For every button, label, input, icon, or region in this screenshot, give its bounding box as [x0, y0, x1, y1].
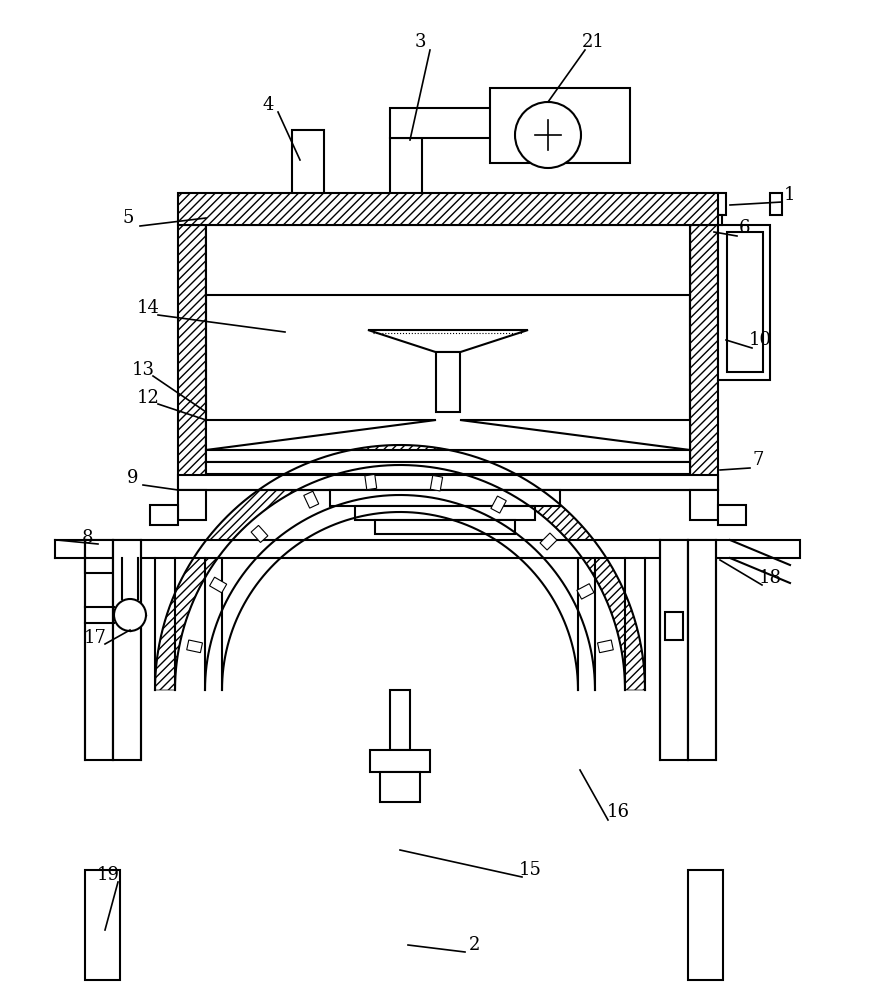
Bar [390, 108, 560, 138]
Polygon shape [431, 475, 443, 491]
Bar [375, 520, 515, 534]
Polygon shape [368, 330, 528, 352]
Bar [178, 475, 718, 490]
Bar [690, 490, 718, 520]
Bar [390, 690, 410, 750]
Bar [178, 225, 206, 490]
Text: 18: 18 [758, 569, 781, 587]
Bar [770, 193, 782, 215]
Polygon shape [365, 474, 377, 490]
Bar [355, 506, 535, 520]
Bar [380, 772, 420, 802]
Circle shape [114, 599, 146, 631]
Bar [660, 540, 688, 760]
Text: 5: 5 [122, 209, 134, 227]
Text: 10: 10 [749, 331, 772, 349]
Bar [123, 610, 137, 620]
Bar [292, 130, 324, 202]
Polygon shape [460, 420, 690, 450]
Text: 4: 4 [262, 96, 274, 114]
Bar [665, 612, 683, 640]
Text: 19: 19 [97, 866, 120, 884]
Bar [688, 870, 723, 980]
Polygon shape [491, 496, 506, 513]
Text: 1: 1 [784, 186, 796, 204]
Bar [690, 225, 718, 490]
Polygon shape [577, 584, 594, 599]
Text: 13: 13 [131, 361, 154, 379]
Polygon shape [206, 420, 436, 450]
Text: 9: 9 [128, 469, 139, 487]
Text: 2: 2 [470, 936, 481, 954]
Bar [370, 750, 430, 772]
Text: 3: 3 [415, 33, 426, 51]
Text: 8: 8 [82, 529, 94, 547]
Bar [688, 540, 716, 760]
Text: 17: 17 [83, 629, 106, 647]
Bar [206, 450, 690, 462]
Polygon shape [540, 533, 557, 550]
Polygon shape [210, 577, 227, 593]
Bar [718, 215, 722, 225]
Bar [436, 352, 460, 412]
Bar [206, 225, 690, 295]
Bar [85, 870, 120, 980]
Bar [718, 225, 770, 380]
Bar [718, 505, 746, 525]
Polygon shape [155, 445, 645, 690]
Text: 16: 16 [607, 803, 629, 821]
Text: 7: 7 [752, 451, 764, 469]
Bar [85, 540, 800, 558]
Bar [113, 540, 141, 760]
Polygon shape [251, 525, 268, 542]
Bar [85, 558, 113, 573]
Bar [85, 540, 113, 760]
Text: 6: 6 [739, 219, 750, 237]
Circle shape [515, 102, 581, 168]
Bar [490, 88, 630, 163]
Bar [390, 138, 422, 198]
Bar [714, 193, 726, 215]
Polygon shape [187, 640, 203, 653]
Text: 14: 14 [136, 299, 159, 317]
Text: 15: 15 [518, 861, 541, 879]
Bar [330, 490, 560, 506]
Bar [206, 462, 690, 474]
Bar [150, 505, 178, 525]
Polygon shape [304, 491, 319, 508]
Text: 21: 21 [581, 33, 604, 51]
Bar [178, 490, 206, 520]
Bar [727, 232, 763, 372]
Text: 12: 12 [136, 389, 159, 407]
Bar [178, 193, 718, 225]
Polygon shape [597, 640, 613, 653]
